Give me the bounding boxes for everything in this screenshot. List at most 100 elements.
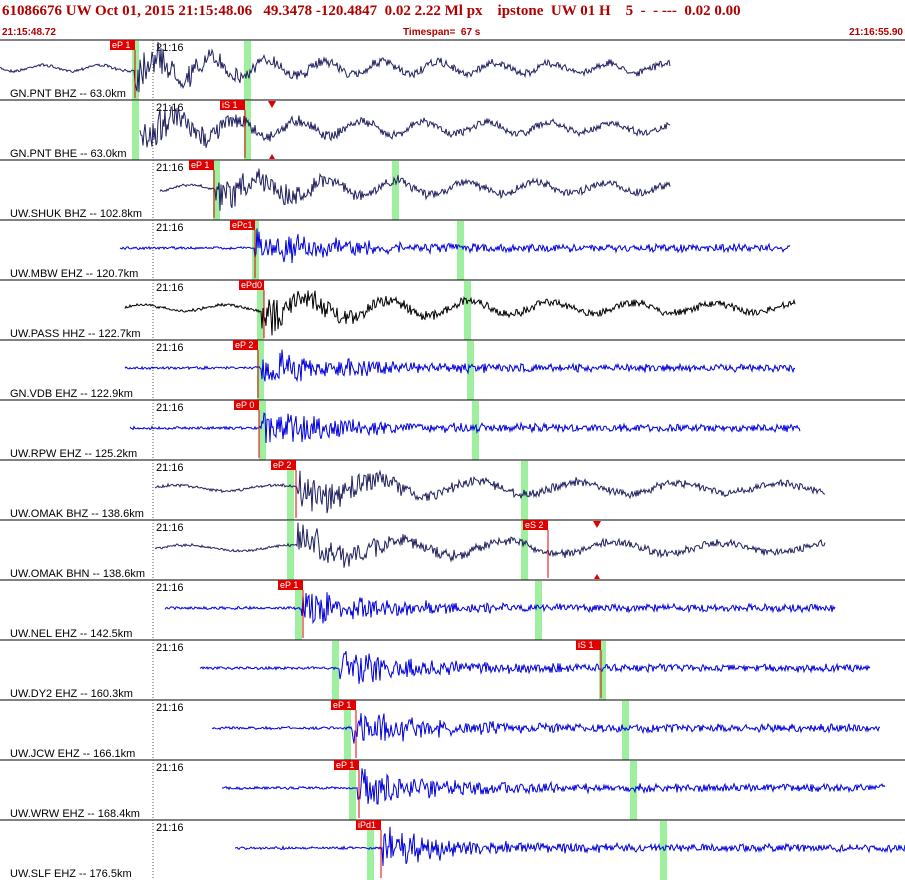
- pick-label: iS 1: [578, 640, 594, 650]
- waveform: [211, 713, 880, 744]
- pick-label: iS 1: [222, 100, 238, 110]
- start-time: 21:15:48.72: [2, 27, 56, 38]
- green-band: [464, 281, 471, 340]
- green-band: [257, 341, 264, 400]
- green-band: [257, 281, 264, 340]
- waveform: [234, 826, 905, 867]
- station-label: GN.PNT BHZ -- 63.0km: [10, 88, 126, 100]
- pick-label: eP 1: [191, 160, 209, 170]
- event-header: 61086676 UW Oct 01, 2015 21:15:48.06 49.…: [2, 3, 741, 19]
- station-label: UW.NEL EHZ -- 142.5km: [10, 628, 132, 640]
- station-label: UW.OMAK BHZ -- 138.6km: [10, 508, 144, 520]
- waveform: [139, 106, 671, 148]
- time-mark: 21:16: [156, 522, 184, 534]
- time-mark: 21:16: [156, 282, 184, 294]
- pick-label: eP 0: [236, 400, 254, 410]
- pick-box: [356, 820, 381, 830]
- pick-label: eP 1: [112, 40, 130, 50]
- pick-box: [189, 160, 214, 170]
- station-label: UW.DY2 EHZ -- 160.3km: [10, 688, 133, 700]
- pick-label: ePd0: [241, 280, 262, 290]
- timespan: Timespan= 67 s: [403, 27, 481, 38]
- time-mark: 21:16: [156, 162, 184, 174]
- station-label: UW.JCW EHZ -- 166.1km: [10, 748, 135, 760]
- pick-box: [331, 700, 356, 710]
- pick-label: eP 1: [280, 580, 298, 590]
- station-label: UW.OMAK BHN -- 138.6km: [10, 568, 145, 580]
- green-band: [349, 761, 356, 820]
- waveform: [124, 290, 796, 336]
- pick-label: eP 1: [336, 760, 354, 770]
- pick-box: [110, 40, 135, 50]
- time-mark: 21:16: [156, 222, 184, 234]
- pick-box: [523, 520, 548, 530]
- time-mark: 21:16: [156, 822, 184, 834]
- pick-label: eP 2: [273, 460, 291, 470]
- pick-box: [271, 460, 296, 470]
- waveform: [159, 168, 671, 211]
- green-band: [287, 461, 294, 520]
- pick-label: eP 1: [333, 700, 351, 710]
- waveform: [164, 592, 836, 625]
- green-band: [630, 761, 637, 820]
- green-band: [367, 821, 374, 880]
- station-label: UW.RPW EHZ -- 125.2km: [10, 448, 137, 460]
- pick-marker: [269, 154, 275, 159]
- station-label: UW.MBW EHZ -- 120.7km: [10, 268, 138, 280]
- time-mark: 21:16: [156, 582, 184, 594]
- green-band: [332, 641, 339, 700]
- waveform: [199, 651, 871, 684]
- green-band: [132, 101, 139, 160]
- time-mark: 21:16: [156, 342, 184, 354]
- green-band: [472, 401, 479, 460]
- pick-box: [230, 220, 255, 230]
- pick-label: eS 2: [525, 520, 544, 530]
- waveform: [129, 412, 801, 444]
- green-band: [259, 401, 266, 460]
- pick-box: [576, 640, 601, 650]
- green-band: [622, 701, 629, 760]
- green-band: [467, 341, 474, 400]
- green-band: [295, 581, 302, 640]
- green-band: [344, 701, 351, 760]
- waveform: [119, 228, 791, 264]
- time-mark: 21:16: [156, 702, 184, 714]
- waveform: [154, 522, 826, 568]
- time-mark: 21:16: [156, 102, 184, 114]
- pick-label: ePc1: [232, 220, 253, 230]
- green-band: [457, 221, 464, 280]
- waveform: [124, 349, 796, 383]
- station-label: UW.WRW EHZ -- 168.4km: [10, 808, 140, 820]
- time-mark: 21:16: [156, 42, 184, 54]
- time-mark: 21:16: [156, 462, 184, 474]
- station-label: UW.PASS HHZ -- 122.7km: [10, 328, 141, 340]
- green-band: [392, 161, 399, 220]
- waveform: [154, 469, 826, 514]
- green-band: [244, 101, 251, 160]
- time-mark: 21:16: [156, 402, 184, 414]
- pick-box: [334, 760, 359, 770]
- pick-box: [278, 580, 303, 590]
- pick-marker: [593, 521, 601, 528]
- station-label: GN.VDB EHZ -- 122.9km: [10, 388, 133, 400]
- green-band: [521, 521, 528, 580]
- green-band: [244, 41, 251, 100]
- time-mark: 21:16: [156, 762, 184, 774]
- pick-marker: [268, 101, 276, 108]
- station-label: UW.SHUK BHZ -- 102.8km: [10, 208, 142, 220]
- pick-box: [239, 280, 264, 290]
- waveform: [221, 768, 886, 805]
- pick-box: [234, 400, 259, 410]
- green-band: [287, 521, 294, 580]
- pick-marker: [594, 574, 600, 579]
- station-label: UW.SLF EHZ -- 176.5km: [10, 868, 132, 880]
- pick-box: [220, 100, 245, 110]
- station-label: GN.PNT BHE -- 63.0km: [10, 148, 127, 160]
- green-band: [535, 581, 542, 640]
- pick-label: iPd1: [358, 820, 376, 830]
- time-mark: 21:16: [156, 642, 184, 654]
- pick-box: [233, 340, 258, 350]
- waveform: [0, 41, 671, 93]
- pick-label: eP 2: [235, 340, 253, 350]
